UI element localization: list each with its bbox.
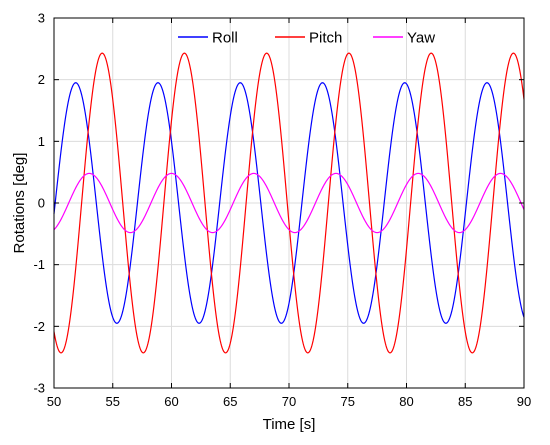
x-tick-label: 70 (282, 394, 296, 409)
x-tick-label: 55 (106, 394, 120, 409)
y-tick-label: 2 (38, 72, 45, 87)
x-tick-label: 65 (223, 394, 237, 409)
series-lines (53, 52, 525, 354)
legend-label-pitch: Pitch (309, 30, 342, 47)
y-tick-label: -1 (33, 257, 45, 272)
x-tick-label: 85 (458, 394, 472, 409)
series-line-pitch (53, 52, 525, 354)
x-axis-ticks: 50 55 60 65 70 75 80 85 90 (47, 18, 531, 409)
x-axis-label: Time [s] (263, 416, 316, 433)
x-tick-label: 90 (517, 394, 531, 409)
y-tick-label: 1 (38, 134, 45, 149)
legend-label-yaw: Yaw (407, 30, 435, 47)
x-tick-label: 60 (164, 394, 178, 409)
y-tick-label: -3 (33, 381, 45, 396)
series-line-yaw (53, 172, 525, 234)
series-line-roll (53, 82, 525, 324)
x-tick-label: 50 (47, 394, 61, 409)
legend-label-roll: Roll (212, 30, 238, 47)
x-tick-label: 80 (399, 394, 413, 409)
y-tick-label: -2 (33, 319, 45, 334)
y-tick-label: 0 (38, 196, 45, 211)
x-tick-label: 75 (341, 394, 355, 409)
y-axis-label: Rotations [deg] (11, 153, 28, 254)
y-tick-label: 3 (38, 11, 45, 26)
y-axis-ticks: 3 2 1 0 -1 -2 -3 (33, 11, 524, 396)
legend: Roll Pitch Yaw (178, 30, 435, 47)
